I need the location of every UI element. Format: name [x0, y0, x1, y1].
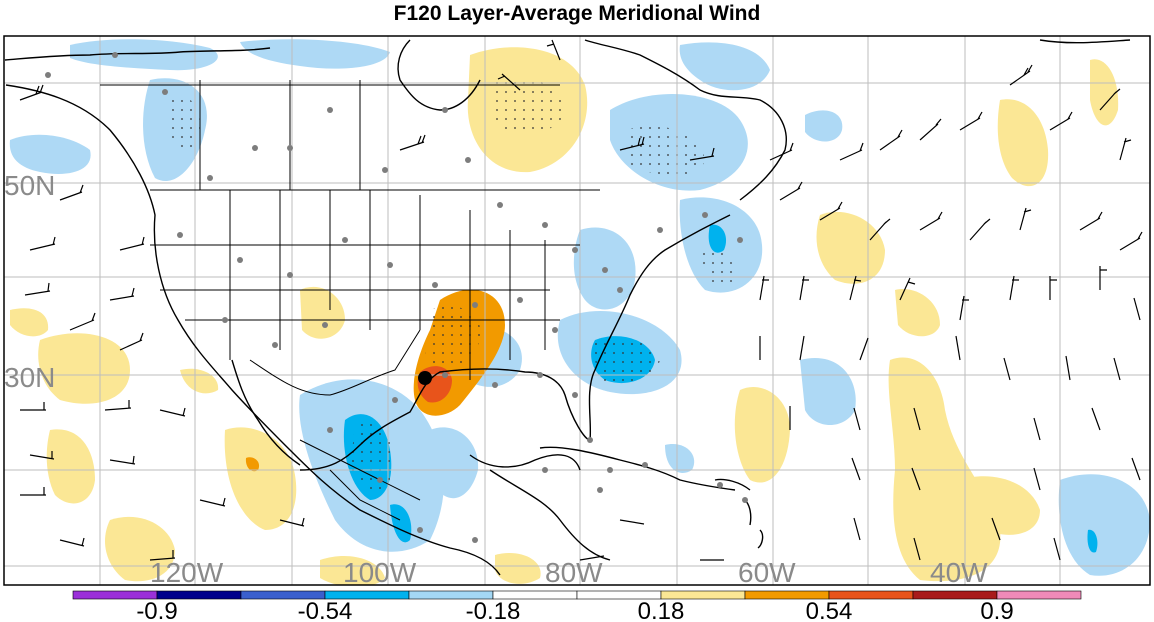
observation-points: [45, 52, 748, 543]
storm-center-marker: [418, 371, 432, 385]
map-title: F120 Layer-Average Meridional Wind: [393, 2, 761, 25]
coastlines: [4, 39, 1131, 576]
colorbar-label-neg-0.18: -0.18: [466, 598, 521, 622]
map-area: [4, 36, 1150, 585]
lon-label-80w: 80W: [545, 557, 603, 588]
colorbar: [72, 590, 1082, 600]
lon-label-60w: 60W: [738, 557, 796, 588]
wind-barbs: [19, 39, 1143, 561]
state-borders: [100, 80, 600, 521]
graticule: [4, 36, 1150, 585]
lon-label-100w: 100W: [343, 557, 417, 588]
lat-label-50n: 50N: [4, 170, 55, 201]
stipple-overlay: [168, 76, 736, 493]
map-frame: [3, 35, 1151, 586]
lon-label-40w: 40W: [930, 557, 988, 588]
lat-label-30n: 30N: [4, 362, 55, 393]
colorbar-label-0.18: 0.18: [638, 598, 685, 622]
colorbar-label-0.9: 0.9: [980, 598, 1013, 622]
colorbar-label-0.54: 0.54: [806, 598, 853, 622]
lon-label-120w: 120W: [150, 557, 224, 588]
colorbar-segment: [996, 590, 1082, 600]
colorbar-label-neg-0.9: -0.9: [136, 598, 177, 622]
colorbar-label-neg-0.54: -0.54: [298, 598, 353, 622]
